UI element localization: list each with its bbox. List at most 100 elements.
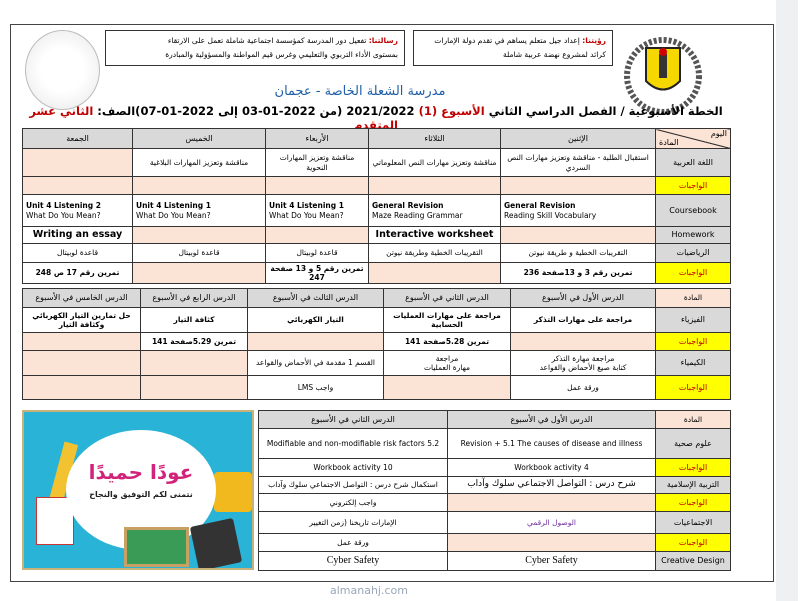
corner-cell: اليوم المادة bbox=[655, 128, 731, 149]
cell-line: What Do You Mean? bbox=[269, 210, 344, 220]
table-cell bbox=[22, 375, 141, 400]
subject-cell: الواجبات bbox=[655, 493, 731, 512]
table-cell: مناقشة وتعزيز مهارات النص المعلوماتي bbox=[368, 148, 501, 177]
lesson-header: الدرس الأول في الأسبوع bbox=[447, 410, 656, 429]
table-cell: واجب إلكتروني bbox=[258, 493, 448, 512]
table-cell: مناقشة وتعزيز المهارات البلاغية bbox=[132, 148, 266, 177]
lesson-header: الدرس الثاني في الأسبوع bbox=[258, 410, 448, 429]
subject-cell: التربية الإسلامية bbox=[655, 476, 731, 494]
lesson-header: الدرس الثاني في الأسبوع bbox=[383, 288, 511, 308]
table-cell: Workbook activity 10 bbox=[258, 458, 448, 477]
vision-box: رؤيتنا: إعداد جيل متعلم يساهم في تقدم دو… bbox=[413, 30, 613, 66]
table-cell: Cyber Safety bbox=[447, 551, 656, 571]
table-cell: Unit 4 Listening 2 What Do You Mean? bbox=[22, 194, 133, 227]
cell-line: Unit 4 Listening 1 bbox=[269, 201, 344, 211]
watermark: almanahj.com bbox=[330, 584, 408, 597]
corner-subject: المادة bbox=[659, 137, 679, 147]
table-cell: مراجعة على مهارات التذكر bbox=[510, 307, 656, 333]
table-cell: التقريبات الخطية و طريقة نيوتن bbox=[500, 243, 656, 263]
table-cell: Unit 4 Listening 1 What Do You Mean? bbox=[132, 194, 266, 227]
welcome-back-banner: عودًا حميدًا نتمنى لكم التوفيق والنجاح bbox=[22, 410, 254, 570]
table-cell: تمرين رقم 17 ص 248 bbox=[22, 262, 133, 284]
table-row: الكيمياء مراجعة مهارة التذكر كتابة صيغ الأ… bbox=[22, 350, 731, 376]
table-cell: 5.2 Modifiable and non-modifiable risk f… bbox=[258, 428, 448, 459]
cell-line: مراجعة bbox=[435, 353, 459, 363]
table-cell: مراجعة على مهارات العمليات الحسابية bbox=[383, 307, 511, 333]
table-cell bbox=[22, 176, 133, 195]
table-cell bbox=[447, 533, 656, 552]
header-row: المادة الدرس الأول في الأسبوع الدرس الثاني… bbox=[22, 288, 731, 308]
cell-line: مهارة العمليات bbox=[423, 363, 471, 372]
table-cell bbox=[510, 332, 656, 351]
subject-cell: الرياضيات bbox=[655, 243, 731, 263]
table-cell: ورقة عمل bbox=[510, 375, 656, 400]
day-header: الجمعة bbox=[22, 128, 133, 149]
subject-cell: الكيمياء bbox=[655, 350, 731, 376]
table-cell bbox=[247, 332, 384, 351]
table-cell: قاعدة لوبيتال bbox=[132, 243, 266, 263]
lesson-header: الدرس الخامس في الأسبوع bbox=[22, 288, 141, 308]
table-cell bbox=[132, 176, 266, 195]
table-cell: واجب LMS bbox=[247, 375, 384, 400]
table-row: الواجبات ورقة عمل bbox=[258, 533, 731, 552]
table-row: التربية الإسلامية شرح درس : التواصل الاجت… bbox=[258, 476, 731, 494]
plan-title: الخطة الأسبوعية / الفصل الدراسي الثاني ا… bbox=[22, 104, 730, 132]
mission-text-2: بمستوى الأداء التربوي والتعليمي وغرس قيم… bbox=[165, 50, 398, 59]
lesson-header: الدرس الأول في الأسبوع bbox=[510, 288, 656, 308]
table-row: الواجبات تمرين 5.28صفحة 141 تمرين 5.29صفحة… bbox=[22, 332, 731, 351]
subject-cell: الواجبات bbox=[655, 533, 731, 552]
science-lessons-table: المادة الدرس الأول في الأسبوع الدرس الثاني… bbox=[22, 288, 731, 400]
table-cell: General Revision Reading Skill Vocabulary bbox=[500, 194, 656, 227]
table-cell: تمرين رقم 5 و 13 صفحة 247 bbox=[265, 262, 369, 284]
corner-day: اليوم bbox=[710, 128, 727, 138]
table-cell bbox=[265, 226, 369, 244]
table-cell bbox=[500, 176, 656, 195]
table-row: Coursebook General Revision Reading Skill … bbox=[22, 194, 731, 227]
header-row: المادة الدرس الأول في الأسبوع الدرس الثاني… bbox=[258, 410, 731, 429]
table-cell bbox=[140, 375, 248, 400]
other-subjects-table: المادة الدرس الأول في الأسبوع الدرس الثاني… bbox=[258, 410, 731, 571]
weekly-days-table: اليوم المادة الإثنين الثلاثاء الأربعاء الخميس… bbox=[22, 128, 731, 284]
table-cell bbox=[22, 332, 141, 351]
mission-box: رسالتنا: تفعيل دور المدرسة كمؤسسة اجتماع… bbox=[105, 30, 405, 66]
subject-cell: الواجبات bbox=[655, 375, 731, 400]
day-header: الإثنين bbox=[500, 128, 656, 149]
table-row: الواجبات ورقة عمل واجب LMS bbox=[22, 375, 731, 400]
table-cell: Cyber Safety bbox=[258, 551, 448, 571]
school-name: مدرسة الشعلة الخاصة - عجمان bbox=[274, 84, 446, 99]
calculator-icon bbox=[189, 517, 243, 568]
chalkboard-icon bbox=[124, 527, 189, 567]
cell-line: General Revision bbox=[504, 201, 576, 211]
table-cell bbox=[265, 176, 369, 195]
plan-dates: (من 2022-01-03 إلى 2022-01-07)الصف: bbox=[97, 104, 343, 118]
mission-label: رسالتنا: bbox=[368, 36, 398, 45]
table-cell bbox=[368, 176, 501, 195]
bag-icon bbox=[214, 472, 252, 512]
subject-cell: Homework bbox=[655, 226, 731, 244]
subject-cell: الاجتماعيات bbox=[655, 511, 731, 534]
cell-line: Unit 4 Listening 1 bbox=[136, 201, 211, 211]
table-cell bbox=[140, 350, 248, 376]
table-cell: Interactive worksheet bbox=[368, 226, 501, 244]
cell-line: What Do You Mean? bbox=[136, 210, 211, 220]
subject-cell: Coursebook bbox=[655, 194, 731, 227]
corner-cell: المادة bbox=[655, 288, 731, 308]
table-cell: General Revision Maze Reading Grammar bbox=[368, 194, 501, 227]
cell-line: Reading Skill Vocabulary bbox=[504, 210, 597, 220]
table-row: الاجتماعيات الوصول الرقمي الإمارات تاريخنا… bbox=[258, 511, 731, 534]
table-cell bbox=[368, 262, 501, 284]
corner-cell: المادة bbox=[655, 410, 731, 429]
subject-cell: الواجبات bbox=[655, 458, 731, 477]
table-cell: مناقشة وتعزيز المهارات النحوية bbox=[265, 148, 369, 177]
subject-cell: الواجبات bbox=[655, 332, 731, 351]
table-cell bbox=[383, 375, 511, 400]
table-cell: Unit 4 Listening 1 What Do You Mean? bbox=[265, 194, 369, 227]
cell-line: Maze Reading Grammar bbox=[372, 210, 463, 220]
table-cell: ورقة عمل bbox=[258, 533, 448, 552]
table-cell bbox=[22, 148, 133, 177]
subject-cell: الواجبات bbox=[655, 176, 731, 195]
table-cell bbox=[132, 226, 266, 244]
table-cell: كثافة التيار bbox=[140, 307, 248, 333]
table-cell: التقريبات الخطية وطريقة نيوتن bbox=[368, 243, 501, 263]
table-cell bbox=[132, 262, 266, 284]
